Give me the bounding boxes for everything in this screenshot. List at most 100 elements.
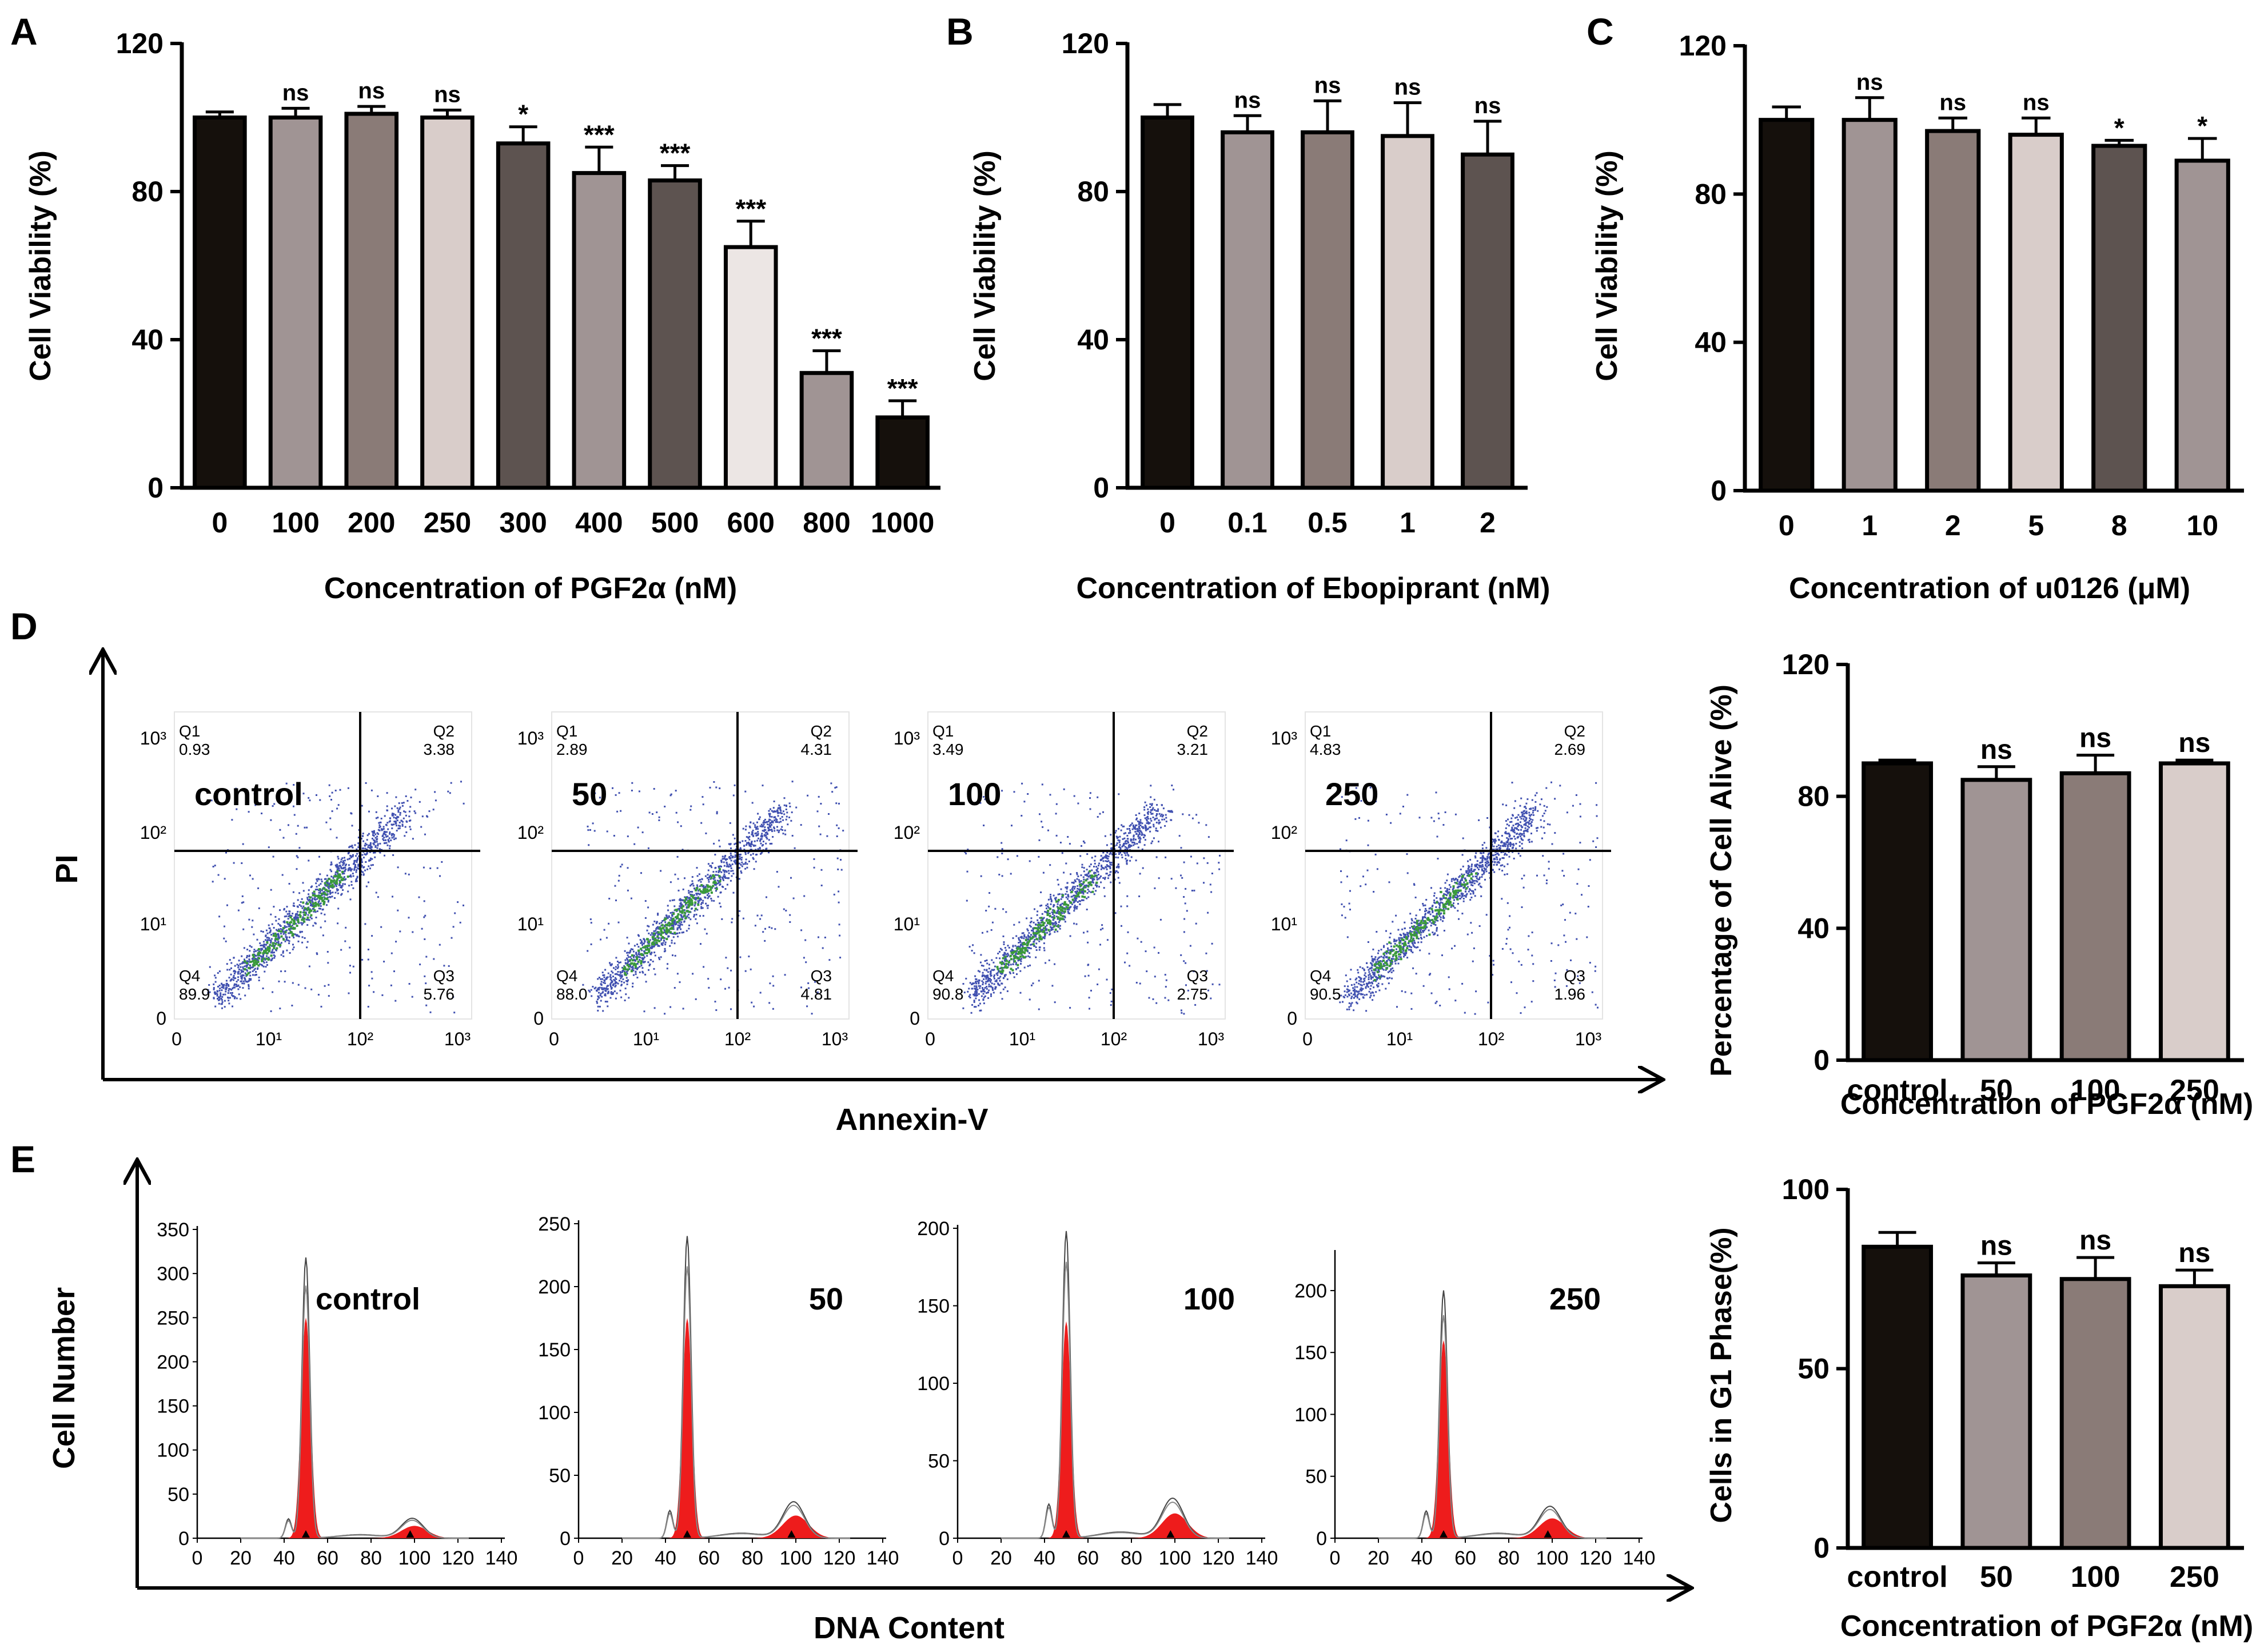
event-dot — [748, 832, 750, 834]
event-dot — [1147, 808, 1149, 810]
event-dot — [667, 905, 669, 907]
event-dot — [1138, 827, 1141, 830]
event-dot — [991, 988, 994, 990]
event-dot — [1122, 825, 1124, 827]
event-dot — [1069, 889, 1071, 891]
event-dot — [597, 1009, 599, 1012]
event-dot — [227, 992, 229, 994]
event-dot — [405, 795, 407, 797]
event-dot — [1087, 873, 1090, 875]
event-dot — [964, 851, 966, 853]
event-dot — [1171, 811, 1173, 813]
density-dot — [1078, 883, 1081, 886]
event-dot — [671, 925, 673, 926]
event-dot — [677, 936, 679, 938]
event-dot — [1019, 959, 1022, 961]
event-dot — [1173, 789, 1174, 791]
event-dot — [337, 892, 339, 894]
event-dot — [1158, 813, 1161, 815]
event-dot — [1060, 898, 1062, 900]
event-dot — [1029, 964, 1031, 966]
event-dot — [1140, 830, 1142, 833]
event-dot — [686, 915, 688, 917]
density-dot — [309, 910, 312, 913]
event-dot — [1207, 911, 1209, 914]
event-dot — [342, 867, 345, 869]
event-dot — [765, 834, 767, 836]
event-dot — [742, 840, 744, 842]
event-dot — [1169, 810, 1171, 812]
event-dot — [641, 944, 643, 946]
event-dot — [734, 859, 736, 861]
event-dot — [1149, 822, 1151, 824]
event-dot — [999, 992, 1002, 994]
event-dot — [762, 931, 764, 933]
event-dot — [332, 891, 334, 894]
density-dot — [640, 962, 643, 965]
x-tick-label: 10¹ — [1009, 1029, 1035, 1049]
event-dot — [644, 961, 646, 963]
event-dot — [1044, 910, 1046, 913]
event-dot — [237, 988, 240, 990]
event-dot — [224, 925, 225, 927]
event-dot — [314, 897, 316, 899]
event-dot — [245, 975, 248, 977]
event-dot — [693, 914, 695, 916]
event-dot — [1348, 1006, 1350, 1008]
event-dot — [781, 816, 783, 818]
event-dot — [1367, 986, 1369, 988]
event-dot — [237, 984, 240, 986]
event-dot — [1052, 911, 1054, 913]
event-dot — [713, 842, 715, 845]
event-dot — [262, 945, 265, 947]
event-dot — [696, 875, 699, 877]
event-dot — [1134, 824, 1137, 826]
event-dot — [1105, 860, 1107, 862]
event-dot — [1077, 885, 1079, 887]
event-dot — [586, 795, 588, 797]
event-dot — [1195, 814, 1198, 816]
event-dot — [994, 988, 997, 990]
event-dot — [652, 960, 654, 962]
event-dot — [1055, 911, 1058, 914]
event-dot — [669, 899, 671, 902]
event-dot — [241, 862, 243, 864]
event-dot — [1142, 826, 1144, 828]
event-dot — [1023, 801, 1026, 803]
event-dot — [632, 974, 635, 976]
event-dot — [1123, 845, 1125, 847]
density-dot — [648, 941, 651, 944]
event-dot — [620, 996, 623, 998]
event-dot — [1061, 912, 1063, 914]
event-dot — [777, 812, 779, 814]
event-dot — [610, 985, 612, 988]
x-tick-label: 50 — [1980, 1074, 2013, 1107]
event-dot — [274, 955, 276, 957]
event-dot — [1116, 842, 1118, 845]
event-dot — [305, 903, 307, 905]
event-dot — [261, 965, 264, 967]
event-dot — [1098, 873, 1099, 875]
event-dot — [693, 894, 695, 896]
event-dot — [973, 952, 975, 954]
density-dot — [290, 921, 293, 923]
event-dot — [764, 832, 767, 834]
event-dot — [679, 899, 681, 901]
event-dot — [362, 857, 365, 859]
event-dot — [1039, 813, 1041, 815]
event-dot — [754, 840, 756, 842]
density-dot — [668, 921, 671, 924]
event-dot — [972, 944, 974, 946]
event-dot — [1102, 927, 1104, 930]
event-dot — [747, 842, 750, 845]
event-dot — [994, 980, 997, 982]
event-dot — [1127, 846, 1130, 849]
event-dot — [671, 915, 673, 917]
event-dot — [978, 981, 980, 984]
event-dot — [688, 927, 690, 930]
event-dot — [243, 947, 245, 949]
event-dot — [982, 974, 984, 976]
event-dot — [412, 931, 414, 933]
density-dot — [247, 972, 250, 974]
event-dot — [273, 946, 276, 948]
